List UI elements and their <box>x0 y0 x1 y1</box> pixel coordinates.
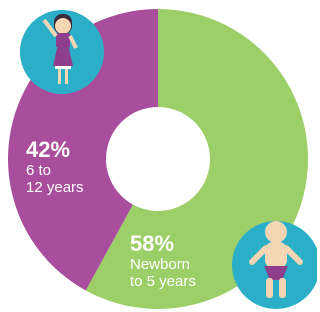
baby-icon <box>232 221 317 309</box>
label-0-5: 58% Newborn to 5 years <box>130 232 196 290</box>
girl-icon <box>20 10 104 94</box>
value-label: 58% <box>130 232 196 256</box>
page: 42% 6 to 12 years 58% Newborn to 5 years <box>0 0 317 312</box>
value-label: 42% <box>26 138 84 162</box>
category-label: 6 to 12 years <box>26 162 84 196</box>
label-6-12: 42% 6 to 12 years <box>26 138 84 196</box>
category-label: Newborn to 5 years <box>130 256 196 290</box>
